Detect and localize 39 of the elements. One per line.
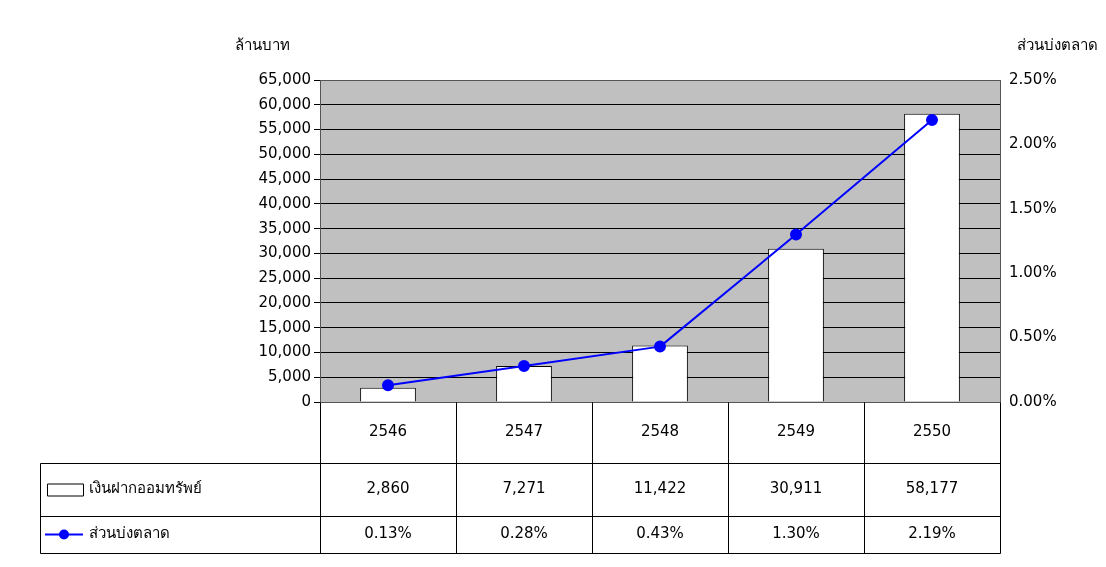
data-label: 11,422 (633, 479, 687, 498)
y-tick-label: 30,000 (258, 243, 311, 262)
y-tick-label: 40,000 (258, 193, 311, 212)
y-tick-label: 60,000 (258, 94, 311, 113)
y-axis-title: ล้านบาท (235, 35, 290, 54)
y2-tick-label: 0.00% (1009, 391, 1057, 410)
legend-label: ส่วนบ่งตลาด (89, 524, 170, 543)
x-tick-label: 2548 (640, 422, 680, 441)
data-label: 58,177 (905, 479, 959, 498)
y2-axis-title: ส่วนบ่งตลาด (1017, 35, 1098, 54)
data-label: 2.19% (908, 524, 956, 543)
y2-tick-label: 1.50% (1009, 198, 1057, 217)
y-tick-label: 25,000 (258, 268, 311, 287)
data-label: 1.30% (772, 524, 820, 543)
y-tick-label: 0 (301, 391, 311, 410)
data-label: 0.28% (500, 524, 548, 543)
data-label: 2,860 (366, 479, 410, 498)
data-label: 0.13% (364, 524, 412, 543)
data-label: 30,911 (769, 479, 823, 498)
x-tick-label: 2546 (368, 422, 408, 441)
y-tick-label: 65,000 (258, 69, 311, 88)
y-tick-label: 10,000 (258, 342, 311, 361)
x-tick-label: 2549 (776, 422, 816, 441)
data-label: 0.43% (636, 524, 684, 543)
y-tick-label: 50,000 (258, 144, 311, 163)
y-tick-label: 45,000 (258, 168, 311, 187)
y-tick-label: 20,000 (258, 292, 311, 311)
y-tick-label: 5,000 (268, 367, 311, 386)
y2-tick-label: 2.00% (1009, 134, 1057, 153)
x-tick-label: 2547 (504, 422, 544, 441)
y-tick-label: 35,000 (258, 218, 311, 237)
x-tick-label: 2550 (912, 422, 952, 441)
data-label: 7,271 (502, 479, 546, 498)
y-tick-label: 55,000 (258, 119, 311, 138)
y2-tick-label: 1.00% (1009, 263, 1057, 282)
legend-label: เงินฝากออมทรัพย์ (89, 479, 202, 498)
y-tick-label: 15,000 (258, 317, 311, 336)
y2-tick-label: 0.50% (1009, 327, 1057, 346)
y2-tick-label: 2.50% (1009, 69, 1057, 88)
